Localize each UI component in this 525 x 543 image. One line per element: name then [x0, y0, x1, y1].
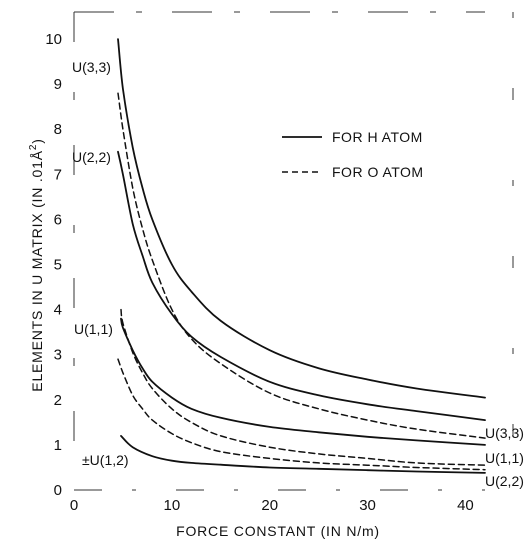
y-tick-label: 9 [54, 76, 62, 93]
y-axis-title: ELEMENTS IN U MATRIX (IN .01Å2) [28, 138, 45, 391]
left-label-u11: U(1,1) [74, 321, 113, 337]
x-axis-title: FORCE CONSTANT (IN N/m) [176, 523, 380, 539]
x-tick-label: 10 [164, 497, 181, 514]
plot-frame [73, 11, 514, 491]
x-tick-label: 20 [261, 497, 278, 514]
curve-h-33 [117, 38, 486, 399]
curve-h-22 [117, 150, 486, 421]
y-tick-label: 8 [54, 121, 62, 138]
y-tick-label: 6 [54, 211, 62, 228]
right-label-u11: U(1,1) [485, 450, 524, 466]
legend: FOR H ATOM FOR O ATOM [282, 129, 424, 180]
y-tick-label: 3 [54, 347, 62, 364]
right-label-u22: U(2,2) [485, 473, 524, 489]
curves [117, 38, 486, 474]
left-label-u33: U(3,3) [72, 59, 111, 75]
x-tick-label: 0 [70, 497, 78, 514]
curve-h-12 [120, 435, 486, 474]
y-tick-label: 7 [54, 166, 62, 183]
y-tick-label: 5 [54, 257, 62, 274]
x-tick-label: 40 [457, 497, 474, 514]
y-axis-title-sup: 2 [28, 144, 39, 150]
left-label-u22: U(2,2) [72, 149, 111, 165]
curve-o-22 [117, 358, 486, 471]
right-label-u33: U(3,3) [485, 425, 524, 441]
curve-o-11 [120, 308, 486, 466]
y-tick-label: 0 [54, 482, 62, 499]
y-axis-title-close: ) [29, 138, 45, 143]
y-tick-label: 1 [54, 437, 62, 454]
x-tick-label: 30 [359, 497, 376, 514]
axis-ticks: 0 1 2 3 4 5 6 7 8 9 10 0 10 20 30 40 [45, 31, 473, 514]
y-axis-title-main: ELEMENTS IN U MATRIX (IN .01Å [29, 150, 45, 392]
legend-label-o-atom: FOR O ATOM [332, 164, 424, 180]
y-tick-label: 4 [54, 302, 62, 319]
y-tick-label: 10 [45, 31, 62, 48]
curve-o-33 [117, 92, 486, 439]
left-label-u12: ±U(1,2) [82, 452, 129, 468]
y-tick-label: 2 [54, 392, 62, 409]
curve-h-11 [120, 317, 486, 446]
legend-label-h-atom: FOR H ATOM [332, 129, 423, 145]
